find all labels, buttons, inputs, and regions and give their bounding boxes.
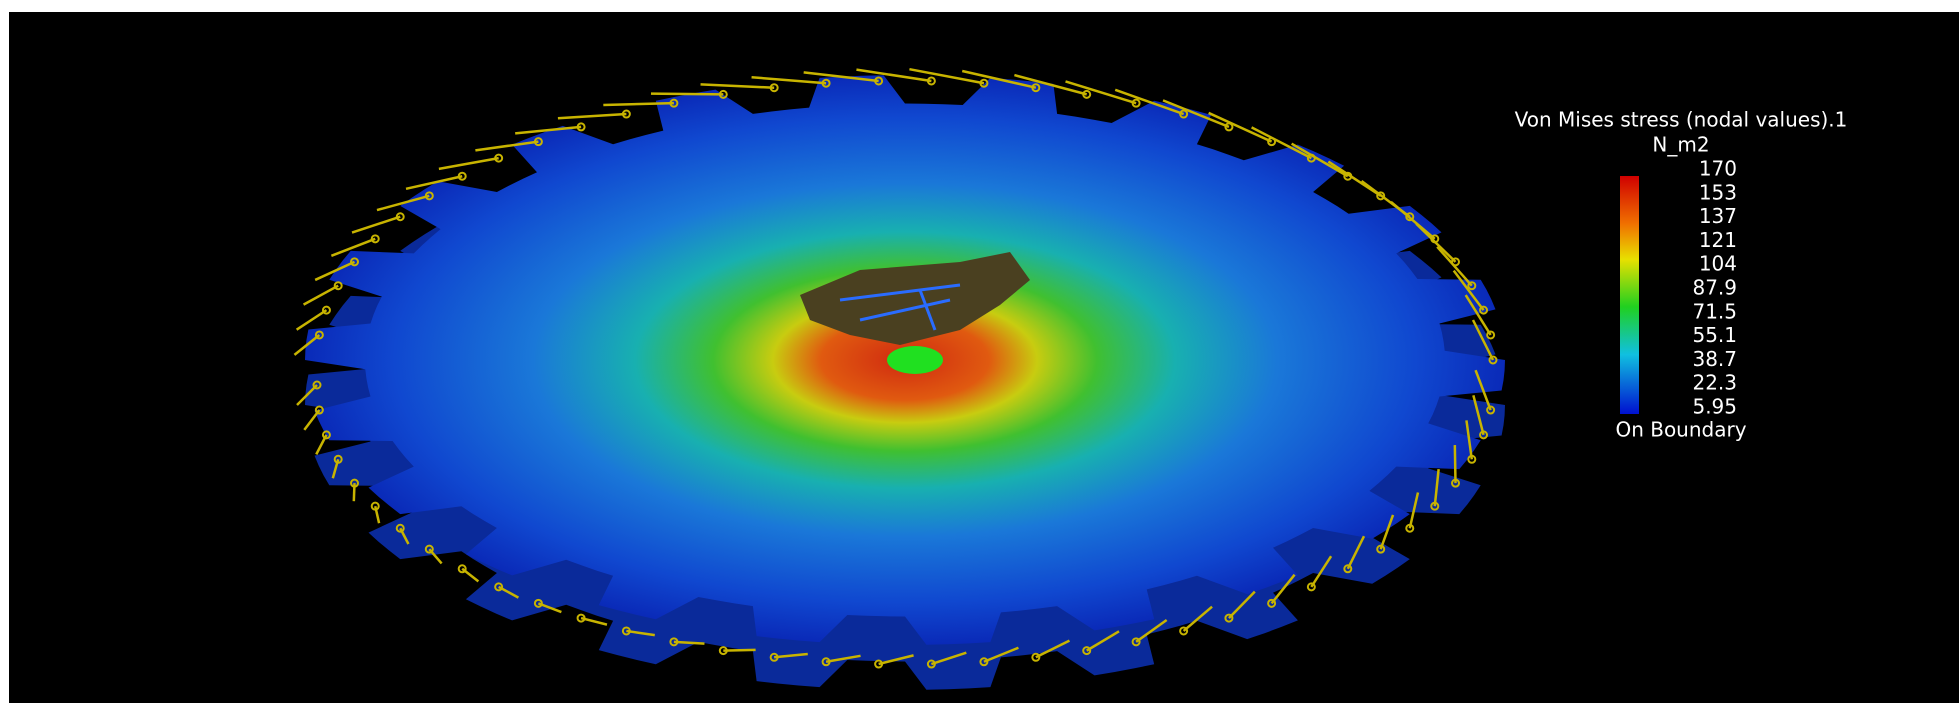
legend-note: On Boundary — [1615, 418, 1746, 442]
load-symbol — [887, 346, 943, 374]
force-arrow — [1455, 445, 1456, 483]
color-bar — [1620, 176, 1639, 414]
legend-title: Von Mises stress (nodal values).1 — [1515, 108, 1848, 132]
force-arrow — [651, 94, 723, 95]
force-arrow — [723, 650, 755, 651]
legend-value: 71.5 — [1692, 299, 1737, 323]
legend-value: 5.95 — [1692, 395, 1737, 419]
legend-value: 38.7 — [1692, 347, 1737, 371]
legend-unit: N_m2 — [1652, 133, 1709, 157]
legend-value: 22.3 — [1692, 371, 1737, 395]
legend-value: 153 — [1699, 180, 1737, 204]
legend-value: 121 — [1699, 228, 1737, 252]
legend-value: 104 — [1699, 252, 1737, 276]
page: Von Mises stress (nodal values).1 N_m2 O… — [0, 0, 1959, 703]
legend-value: 87.9 — [1692, 276, 1737, 300]
legend-value: 170 — [1699, 157, 1737, 181]
legend-value: 137 — [1699, 204, 1737, 228]
viewport: Von Mises stress (nodal values).1 N_m2 O… — [0, 0, 1959, 703]
legend-value: 55.1 — [1692, 323, 1737, 347]
